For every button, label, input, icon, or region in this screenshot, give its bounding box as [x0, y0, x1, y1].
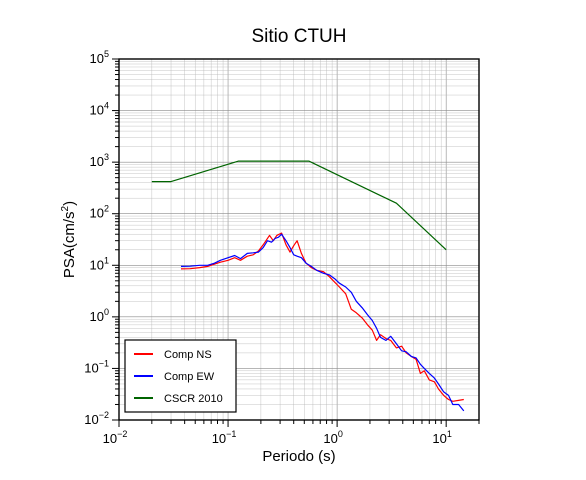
plot-frame [118, 58, 480, 421]
y-tick-label-base: 10 [90, 309, 104, 324]
y-tick-label-exp: −2 [99, 410, 109, 420]
x-tick-label: 10−1 [212, 429, 237, 446]
y-tick-label-base: 10 [90, 103, 104, 118]
y-axis-label-base: PSA(cm/s [61, 211, 78, 278]
x-tick-label-base: 10 [432, 431, 446, 446]
y-axis-label: PSA(cm/s2) [60, 201, 78, 278]
y-tick-label: 10−1 [84, 358, 109, 375]
y-tick-label: 103 [90, 152, 109, 169]
legend-label: Comp NS [164, 349, 212, 361]
y-tick-label-base: 10 [84, 360, 98, 375]
x-tick-label: 10−2 [103, 429, 128, 446]
series-line-comp-ew [180, 233, 465, 412]
y-tick-label-base: 10 [90, 154, 104, 169]
y-axis-label-sup: 2 [60, 205, 71, 211]
y-tick-label-base: 10 [90, 51, 104, 66]
y-tick-label-base: 10 [90, 257, 104, 272]
series-layer [151, 160, 465, 412]
y-tick-label: 105 [90, 49, 109, 66]
y-tick-label-base: 10 [84, 412, 98, 427]
y-tick-label: 100 [90, 307, 109, 324]
x-tick-label-exp: −1 [226, 429, 236, 439]
y-tick-label: 10−2 [84, 410, 109, 427]
y-tick-label: 104 [90, 101, 109, 118]
legend-label: Comp EW [164, 371, 215, 383]
series-line-comp-ns [180, 232, 464, 402]
y-tick-label: 101 [90, 255, 109, 272]
series-line-cscr-2010 [151, 160, 447, 251]
legend-entries: Comp NS Comp EW CSCR 2010 [134, 349, 223, 405]
y-tick-label-exp: 3 [104, 152, 109, 162]
y-tick-label-exp: 5 [104, 49, 109, 59]
x-tick-label-exp: −2 [117, 429, 127, 439]
x-tick-label-exp: 1 [447, 429, 452, 439]
y-tick-label-exp: 1 [104, 255, 109, 265]
x-tick-label: 100 [323, 429, 342, 446]
legend: Comp NS Comp EW CSCR 2010 [124, 339, 237, 413]
x-tick-label-base: 10 [212, 431, 226, 446]
y-axis-label-end: ) [61, 201, 78, 206]
y-tick-label-base: 10 [90, 206, 104, 221]
y-tick-label-exp: −1 [99, 358, 109, 368]
y-tick-label: 102 [90, 204, 109, 221]
x-tick-label-exp: 0 [338, 429, 343, 439]
y-tick-label-exp: 0 [104, 307, 109, 317]
chart-title: Sitio CTUH [251, 26, 346, 47]
y-tick-label-exp: 2 [104, 204, 109, 214]
x-tick-label-base: 10 [323, 431, 337, 446]
legend-label: CSCR 2010 [164, 393, 223, 405]
x-axis-label: Periodo (s) [262, 448, 335, 465]
x-tick-label-base: 10 [103, 431, 117, 446]
y-tick-label-exp: 4 [104, 101, 109, 111]
x-tick-label: 101 [432, 429, 451, 446]
